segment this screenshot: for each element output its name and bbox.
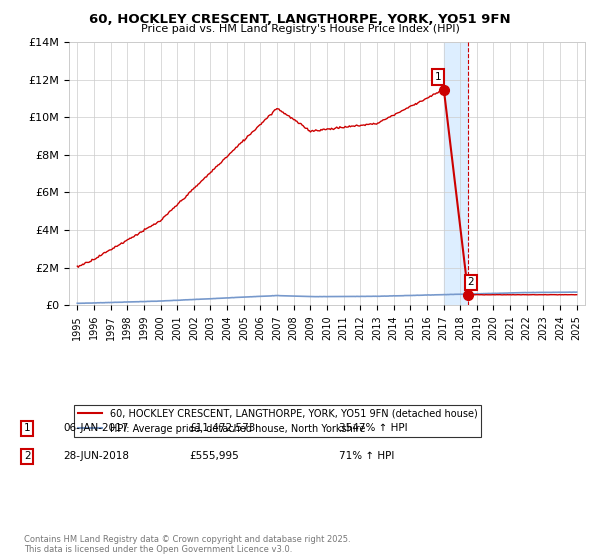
Text: Price paid vs. HM Land Registry's House Price Index (HPI): Price paid vs. HM Land Registry's House … [140,24,460,34]
Text: 2: 2 [24,451,31,461]
Text: 71% ↑ HPI: 71% ↑ HPI [339,451,394,461]
Text: Contains HM Land Registry data © Crown copyright and database right 2025.
This d: Contains HM Land Registry data © Crown c… [24,535,350,554]
Text: 2: 2 [467,277,474,287]
Text: £555,995: £555,995 [189,451,239,461]
Text: 60, HOCKLEY CRESCENT, LANGTHORPE, YORK, YO51 9FN: 60, HOCKLEY CRESCENT, LANGTHORPE, YORK, … [89,13,511,26]
Text: 3547% ↑ HPI: 3547% ↑ HPI [339,423,407,433]
Text: £11,472,573: £11,472,573 [189,423,256,433]
Legend: 60, HOCKLEY CRESCENT, LANGTHORPE, YORK, YO51 9FN (detached house), HPI: Average : 60, HOCKLEY CRESCENT, LANGTHORPE, YORK, … [74,405,481,437]
Text: 28-JUN-2018: 28-JUN-2018 [63,451,129,461]
Text: 06-JAN-2017: 06-JAN-2017 [63,423,128,433]
Text: 1: 1 [435,72,442,82]
Bar [444,42,469,305]
Text: 1: 1 [24,423,31,433]
